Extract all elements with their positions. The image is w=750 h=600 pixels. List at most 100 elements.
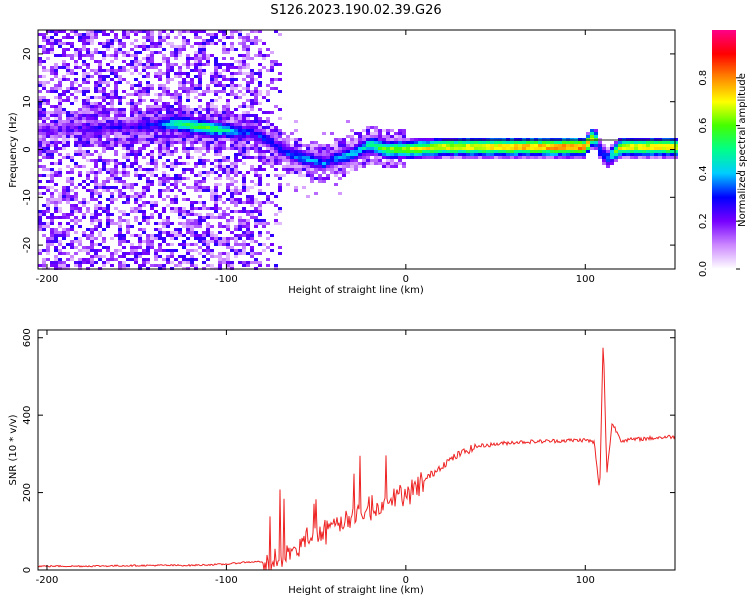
spectrogram-cell [142,138,146,141]
spectrogram-cell [322,180,326,183]
spectrogram-cell [246,264,250,267]
spectrogram-cell [578,144,582,147]
spectrogram-cell [182,78,186,81]
spectrogram-cell [74,60,78,63]
spectrogram-cell [390,165,394,168]
spectrogram-cell [62,213,66,216]
spectrogram-cell [54,141,58,144]
spectrogram-cell [350,138,354,141]
spectrogram-cell [398,159,402,162]
spectrogram-cell [162,135,166,138]
spectrogram-cell [258,84,262,87]
spectrogram-cell [254,156,258,159]
spectrogram-cell [98,159,102,162]
spectrogram-cell [202,129,206,132]
spectrogram-cell [38,33,42,36]
spectrogram-cell [370,153,374,156]
spectrogram-cell [150,153,154,156]
spectrogram-cell [94,213,98,216]
spectrogram-cell [670,147,674,150]
spectrogram-cell [386,150,390,153]
spectrogram-cell [126,219,130,222]
spectrogram-cell [254,72,258,75]
spectrogram-cell [370,126,374,129]
spectrogram-cell [38,153,42,156]
spectrogram-cell [334,162,338,165]
spectrogram-cell [150,171,154,174]
spectrogram-cell [286,159,290,162]
spectrogram-cell [534,141,538,144]
spectrogram-cell [602,162,606,165]
spectrogram-cell [142,231,146,234]
spectrogram-cell [78,111,82,114]
spectrogram-cell [182,138,186,141]
spectrogram-cell [214,90,218,93]
spectrogram-cell [178,84,182,87]
spectrogram-cell [130,258,134,261]
spectrogram-cell [214,138,218,141]
spectrogram-cell [222,75,226,78]
spectrogram-cell [134,141,138,144]
spectrogram-cell [182,81,186,84]
spectrogram-cell [554,141,558,144]
spectrogram-cell [258,147,262,150]
spectrogram-cell [242,147,246,150]
spectrogram-cell [214,216,218,219]
spectrogram-cell [234,135,238,138]
spectrogram-cell [586,135,590,138]
spectrogram-cell [142,111,146,114]
spectrogram-cell [146,63,150,66]
spectrogram-cell [90,255,94,258]
spectrogram-cell [126,30,130,33]
spectrogram-cell [54,210,58,213]
spectrogram-cell [222,168,226,171]
spectrogram-cell [622,144,626,147]
spectrogram-cell [38,45,42,48]
spectrogram-cell [302,150,306,153]
spectrogram-cell [182,198,186,201]
spectrogram-cell [78,39,82,42]
spectrogram-cell [82,186,86,189]
spectrogram-cell [434,138,438,141]
spectrogram-cell [126,117,130,120]
spectrogram-cell [314,156,318,159]
spectrogram-cell [454,144,458,147]
spectrogram-cell [362,135,366,138]
spectrogram-cell [298,159,302,162]
spectrogram-cell [190,63,194,66]
spectrogram-cell [98,96,102,99]
spectrogram-cell [178,255,182,258]
spectrogram-cell [650,147,654,150]
spectrogram-cell [306,150,310,153]
spectrogram-cell [166,225,170,228]
spectrogram-cell [270,234,274,237]
spectrogram-cell [218,123,222,126]
spectrogram-cell [198,195,202,198]
spectrogram-cell [166,258,170,261]
spectrogram-cell [42,261,46,264]
spectrogram-cell [266,162,270,165]
spectrogram-cell [246,57,250,60]
spectrogram-cell [146,201,150,204]
spectrogram-cell [374,135,378,138]
spectrogram-cell [150,105,154,108]
spectrogram-cell [306,153,310,156]
spectrogram-cell [506,150,510,153]
spectrogram-cell [226,132,230,135]
spectrogram-cell [294,159,298,162]
spectrogram-cell [206,117,210,120]
spectrogram-cell [46,36,50,39]
spectrogram-cell [234,30,238,33]
spectrogram-cell [54,114,58,117]
spectrogram-cell [166,105,170,108]
spectrogram-cell [202,180,206,183]
spectrogram-cell [218,240,222,243]
spectrogram-cell [234,72,238,75]
spectrogram-cell [54,216,58,219]
spectrogram-cell [450,141,454,144]
spectrogram-cell [170,114,174,117]
spectrogram-cell [566,141,570,144]
spectrogram-cell [102,54,106,57]
spectrogram-cell [110,69,114,72]
spectrogram-cell [62,36,66,39]
